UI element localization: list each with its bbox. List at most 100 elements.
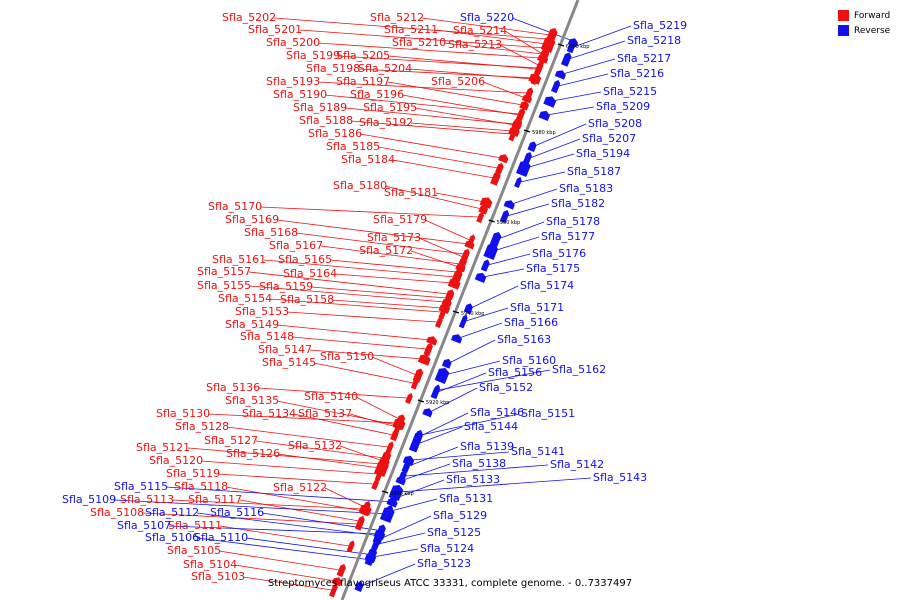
leader-line-sfla-5159 bbox=[310, 286, 447, 299]
leader-line-sfla-5157 bbox=[248, 271, 449, 295]
gene-label-sfla-5132: Sfla_5132 bbox=[288, 439, 343, 452]
gene-arrow-sfla-5109 bbox=[379, 507, 395, 524]
gene-label-sfla-5198: Sfla_5198 bbox=[306, 62, 361, 75]
gene-label-sfla-5161: Sfla_5161 bbox=[212, 253, 267, 266]
gene-label-sfla-5127: Sfla_5127 bbox=[204, 434, 259, 447]
leader-line-sfla-5200 bbox=[317, 42, 542, 59]
leader-line-sfla-5187 bbox=[520, 171, 566, 183]
gene-label-sfla-5193: Sfla_5193 bbox=[266, 75, 321, 88]
gene-arrow-sfla-5148 bbox=[423, 342, 433, 357]
leader-line-sfla-5177 bbox=[493, 236, 540, 252]
gene-label-sfla-5172: Sfla_5172 bbox=[359, 244, 414, 257]
leader-line-sfla-5131 bbox=[390, 498, 438, 512]
gene-label-sfla-5131: Sfla_5131 bbox=[439, 492, 494, 505]
gene-label-sfla-5153: Sfla_5153 bbox=[235, 305, 290, 318]
gene-label-sfla-5125: Sfla_5125 bbox=[427, 526, 482, 539]
gene-label-sfla-5174: Sfla_5174 bbox=[520, 279, 575, 292]
gene-arrow-sfla-5156 bbox=[430, 385, 440, 400]
gene-label-sfla-5207: Sfla_5207 bbox=[582, 132, 637, 145]
gene-arrow-sfla-5128 bbox=[385, 441, 394, 454]
leader-line-sfla-5185 bbox=[377, 146, 498, 169]
leader-line-sfla-5184 bbox=[392, 159, 495, 179]
gene-label-sfla-5216: Sfla_5216 bbox=[610, 67, 665, 80]
leader-line-sfla-5188 bbox=[350, 120, 512, 135]
gene-arrow-sfla-5123 bbox=[354, 581, 364, 592]
leader-line-sfla-5166 bbox=[458, 322, 503, 339]
gene-arrow-sfla-5171 bbox=[458, 314, 468, 329]
gene-label-sfla-5197: Sfla_5197 bbox=[336, 75, 391, 88]
leader-line-sfla-5127 bbox=[255, 440, 384, 459]
leader-line-sfla-5150 bbox=[371, 356, 417, 376]
gene-label-sfla-5183: Sfla_5183 bbox=[559, 182, 614, 195]
gene-label-sfla-5171: Sfla_5171 bbox=[510, 301, 565, 314]
gene-label-sfla-5105: Sfla_5105 bbox=[167, 544, 222, 557]
leader-line-sfla-5170 bbox=[259, 206, 479, 218]
gene-arrow-sfla-5150 bbox=[412, 368, 424, 383]
leader-line-sfla-5176 bbox=[487, 253, 531, 266]
gene-arrow-sfla-5216 bbox=[550, 79, 561, 94]
gene-label-sfla-5113: Sfla_5113 bbox=[120, 493, 175, 506]
gene-label-sfla-5168: Sfla_5168 bbox=[244, 226, 299, 239]
leader-line-sfla-5164 bbox=[334, 273, 453, 284]
leader-line-sfla-5179 bbox=[424, 219, 470, 241]
gene-label-sfla-5194: Sfla_5194 bbox=[576, 147, 631, 160]
leader-line-sfla-5136 bbox=[257, 387, 408, 399]
leader-line-sfla-5132 bbox=[339, 445, 383, 462]
leader-line-sfla-5138 bbox=[403, 463, 451, 481]
gene-arrow-sfla-5163 bbox=[441, 358, 452, 369]
scale-tick bbox=[452, 310, 460, 314]
gene-arrow-sfla-5177 bbox=[483, 244, 499, 261]
gene-label-sfla-5212: Sfla_5212 bbox=[370, 11, 425, 24]
gene-arrow-sfla-5104 bbox=[331, 577, 343, 587]
leader-line-sfla-5146 bbox=[420, 412, 469, 437]
leader-line-sfla-5133 bbox=[395, 479, 445, 499]
gene-label-sfla-5120: Sfla_5120 bbox=[149, 454, 204, 467]
leader-line-sfla-5147 bbox=[309, 349, 423, 360]
gene-label-sfla-5137: Sfla_5137 bbox=[298, 407, 353, 420]
gene-arrow-sfla-5119 bbox=[371, 478, 379, 491]
gene-arrow-sfla-5121 bbox=[377, 460, 389, 470]
leader-line-sfla-5105 bbox=[218, 550, 340, 571]
gene-label-sfla-5118: Sfla_5118 bbox=[174, 480, 229, 493]
leader-line-sfla-5189 bbox=[344, 107, 516, 125]
gene-label-sfla-5104: Sfla_5104 bbox=[183, 558, 238, 571]
gene-arrow-sfla-5108 bbox=[354, 518, 364, 531]
gene-arrow-sfla-5164 bbox=[447, 278, 461, 290]
gene-label-sfla-5140: Sfla_5140 bbox=[304, 390, 359, 403]
leader-line-sfla-5206 bbox=[482, 81, 526, 99]
gene-arrow-sfla-5218 bbox=[560, 52, 572, 67]
gene-label-sfla-5218: Sfla_5218 bbox=[627, 34, 682, 47]
gene-arrow-sfla-5159 bbox=[443, 292, 453, 305]
gene-arrow-sfla-5206 bbox=[521, 94, 533, 104]
gene-arrow-sfla-5174 bbox=[463, 303, 473, 314]
gene-arrow-sfla-5180 bbox=[478, 204, 489, 215]
gene-label-sfla-5189: Sfla_5189 bbox=[293, 101, 348, 114]
gene-arrow-sfla-5183 bbox=[503, 200, 515, 210]
leader-line-sfla-5137 bbox=[349, 413, 397, 428]
gene-label-sfla-5211: Sfla_5211 bbox=[384, 23, 439, 36]
gene-arrow-sfla-5152 bbox=[422, 408, 433, 418]
gene-arrow-sfla-5130 bbox=[392, 418, 406, 430]
gene-arrow-sfla-5115 bbox=[386, 498, 398, 508]
leader-line-sfla-5197 bbox=[387, 81, 523, 106]
leader-line-sfla-5182 bbox=[506, 203, 550, 217]
gene-label-sfla-5204: Sfla_5204 bbox=[358, 62, 413, 75]
leader-line-sfla-5192 bbox=[410, 122, 513, 132]
gene-label-sfla-5158: Sfla_5158 bbox=[280, 293, 335, 306]
scale-tick bbox=[417, 399, 425, 403]
gene-arrow-sfla-5158 bbox=[438, 303, 451, 315]
leader-line-sfla-5122 bbox=[324, 487, 365, 508]
gene-label-sfla-5145: Sfla_5145 bbox=[262, 356, 317, 369]
gene-arrow-sfla-5211 bbox=[540, 37, 556, 54]
gene-label-sfla-5134: Sfla_5134 bbox=[242, 407, 297, 420]
scale-tick-label: 5960 kbp bbox=[497, 220, 521, 226]
gene-label-sfla-5135: Sfla_5135 bbox=[225, 394, 280, 407]
gene-arrow-sfla-5214 bbox=[539, 49, 550, 60]
leader-line-sfla-5217 bbox=[562, 58, 616, 75]
leader-line-sfla-5216 bbox=[558, 73, 609, 87]
leader-line-sfla-5193 bbox=[317, 81, 528, 94]
gene-label-sfla-5177: Sfla_5177 bbox=[541, 230, 596, 243]
gene-arrow-sfla-5176 bbox=[480, 259, 490, 272]
leader-line-sfla-5169 bbox=[276, 219, 469, 245]
gene-arrow-sfla-5187 bbox=[514, 176, 522, 189]
